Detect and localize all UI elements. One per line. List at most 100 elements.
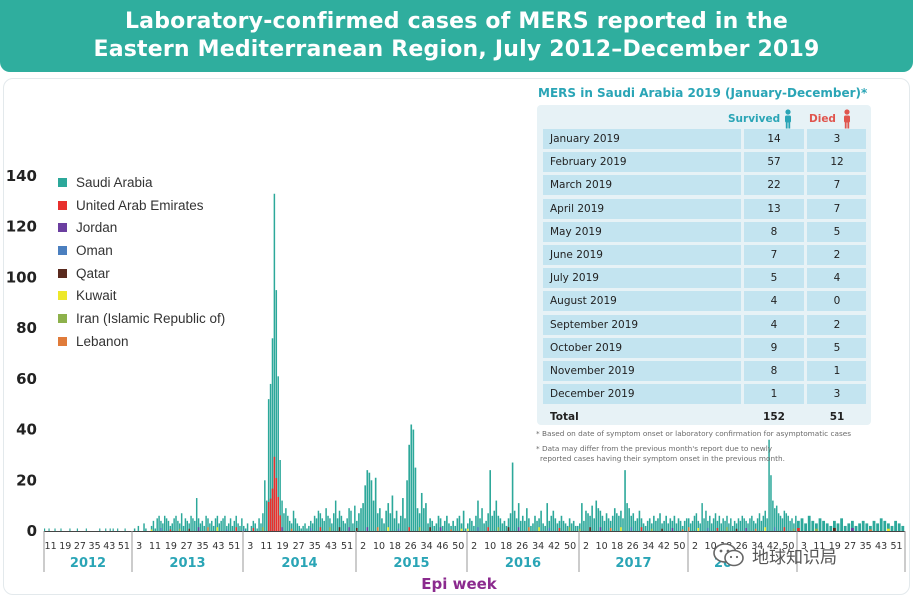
bar-saudi-arabia	[467, 523, 469, 531]
x-tick-label: 18	[389, 541, 401, 552]
died-cell-text: 5	[833, 225, 841, 238]
bar-saudi-arabia	[379, 508, 381, 531]
bar-saudi-arabia	[464, 528, 467, 531]
bar-saudi-arabia	[302, 525, 304, 531]
bar-saudi-arabia	[657, 518, 659, 531]
x-tick-label: 2	[583, 541, 589, 552]
bar-other-country	[338, 527, 341, 531]
y-tick-label: 140	[6, 167, 37, 185]
month-cell: July 2019	[543, 268, 741, 289]
bar-saudi-arabia	[601, 515, 604, 531]
bar-other-country	[169, 529, 172, 531]
bar-saudi-arabia	[427, 523, 429, 531]
bar-saudi-arabia	[173, 518, 175, 531]
bar-saudi-arabia	[505, 525, 508, 531]
bar-saudi-arabia	[269, 383, 272, 531]
bar-saudi-arabia	[626, 503, 628, 531]
bar-saudi-arabia	[791, 518, 793, 531]
month-cell-text: August 2019	[550, 295, 617, 308]
bar-saudi-arabia	[338, 510, 341, 531]
died-cell-text: 2	[833, 249, 841, 261]
bar-saudi-arabia	[304, 523, 306, 531]
x-tick-label: 42	[658, 541, 670, 552]
bar-saudi-arabia	[677, 518, 680, 531]
died-cell-text: 7	[833, 179, 841, 192]
bar-saudi-arabia	[381, 518, 383, 531]
bar-saudi-arabia	[524, 520, 526, 531]
bar-saudi-arabia	[452, 520, 454, 531]
bar-saudi-arabia	[171, 523, 173, 531]
bar-saudi-arabia	[536, 520, 538, 531]
x-tick-label: 27	[74, 541, 86, 552]
bar-saudi-arabia	[271, 338, 274, 531]
survived-person-icon	[785, 109, 791, 129]
footnote-1: * Based on date of symptom onset or labo…	[536, 429, 852, 438]
bar-saudi-arabia	[368, 472, 371, 531]
bar-saudi-arabia	[583, 520, 585, 531]
bar-saudi-arabia	[624, 470, 626, 531]
bar-united-arab-emirates	[269, 498, 272, 531]
bar-saudi-arabia	[665, 515, 667, 531]
bar-other-country	[726, 527, 728, 531]
survived-cell: 5	[744, 268, 804, 289]
bar-saudi-arabia	[435, 523, 438, 531]
bar-saudi-arabia	[724, 520, 726, 531]
bar-saudi-arabia	[167, 520, 170, 531]
bar-saudi-arabia	[640, 518, 643, 531]
bar-saudi-arabia	[300, 528, 302, 531]
bar-saudi-arabia	[770, 475, 772, 531]
bar-saudi-arabia	[117, 528, 119, 531]
bar-other-country	[460, 528, 463, 531]
bar-saudi-arabia	[458, 515, 461, 531]
bar-other-country	[640, 527, 643, 531]
died-cell-text: 3	[833, 133, 841, 145]
bar-other-country	[797, 527, 800, 531]
bar-saudi-arabia	[485, 520, 487, 531]
bar-saudi-arabia	[659, 513, 661, 531]
bar-saudi-arabia	[737, 518, 740, 531]
bar-other-country	[397, 528, 400, 531]
bar-saudi-arabia	[150, 525, 153, 531]
bar-other-country	[558, 527, 561, 531]
bar-saudi-arabia	[513, 510, 516, 531]
bar-saudi-arabia	[511, 462, 514, 531]
bar-other-country	[262, 527, 264, 531]
bar-saudi-arabia	[446, 515, 448, 531]
bar-saudi-arabia	[190, 515, 192, 531]
bar-saudi-arabia	[521, 515, 524, 531]
bar-other-country	[579, 528, 581, 531]
bar-saudi-arabia	[277, 376, 279, 531]
survived-cell-text: 152	[763, 411, 785, 424]
bar-other-country	[764, 527, 766, 531]
survived-cell-text: 5	[770, 272, 778, 285]
bar-saudi-arabia	[566, 525, 569, 531]
bar-saudi-arabia	[252, 520, 255, 531]
died-header: Died	[809, 113, 836, 125]
bar-saudi-arabia	[433, 525, 436, 531]
bar-saudi-arabia	[321, 518, 324, 531]
bar-saudi-arabia	[250, 525, 253, 531]
bar-saudi-arabia	[691, 520, 694, 531]
bar-saudi-arabia	[685, 518, 688, 531]
month-cell: February 2019	[543, 152, 741, 173]
died-cell-text: 5	[833, 341, 841, 354]
bar-saudi-arabia	[195, 498, 198, 531]
x-tick-label: 42	[767, 541, 779, 552]
bar-saudi-arabia	[795, 515, 797, 531]
bar-saudi-arabia	[497, 515, 500, 531]
bar-other-country	[329, 527, 331, 531]
bar-saudi-arabia	[85, 528, 87, 531]
bar-saudi-arabia	[756, 518, 759, 531]
bar-saudi-arabia	[714, 513, 717, 531]
x-tick-label: 35	[197, 541, 209, 552]
survived-cell: 57	[744, 152, 804, 173]
bar-other-country	[319, 527, 322, 531]
bar-saudi-arabia	[311, 523, 314, 531]
x-tick-label: 26	[405, 541, 417, 552]
bar-saudi-arabia	[231, 525, 234, 531]
month-cell: September 2019	[543, 314, 741, 335]
bar-other-country	[661, 528, 663, 531]
title-line-1: Laboratory-confirmed cases of MERS repor…	[124, 9, 789, 34]
survived-cell-text: 4	[770, 318, 778, 331]
bar-other-country	[869, 529, 872, 531]
